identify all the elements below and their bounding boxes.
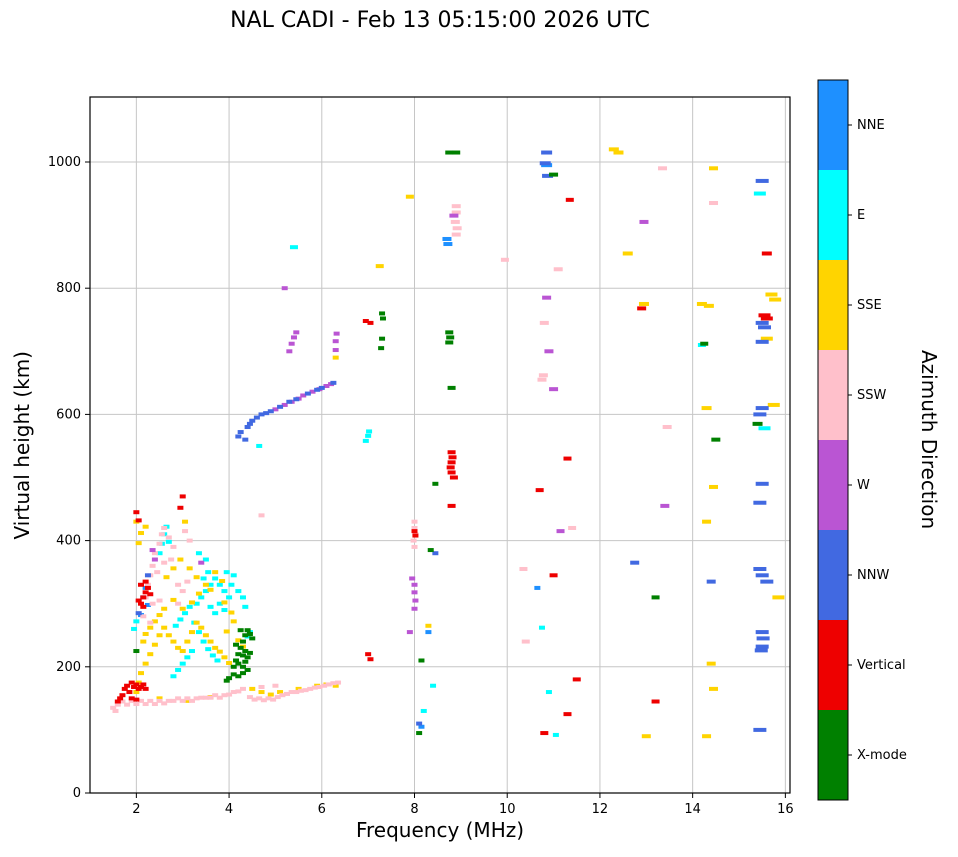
scatter-points [110, 147, 785, 739]
colorbar-tick-ssw: SSW [857, 388, 887, 403]
svg-text:600: 600 [56, 407, 81, 422]
svg-text:200: 200 [56, 660, 81, 675]
series-vertical [114, 197, 773, 736]
colorbar: NNE E SSE SSW W NNW Vertical X-mode [817, 79, 907, 801]
y-axis-label: Virtual height (km) [10, 350, 34, 540]
colorbar-tick-w: W [857, 478, 870, 493]
svg-text:10: 10 [499, 802, 516, 817]
series-nne [137, 163, 553, 729]
svg-text:14: 14 [684, 802, 701, 817]
gridlines [90, 97, 790, 794]
svg-text:800: 800 [56, 281, 81, 296]
y-axis-label-wrap: Virtual height (km) [2, 97, 42, 793]
colorbar-label: Azimuth Direction [917, 350, 941, 530]
svg-text:4: 4 [225, 802, 233, 817]
colorbar-tick-nnw: NNW [857, 568, 889, 583]
x-axis-label: Frequency (MHz) [355, 818, 525, 842]
colorbar-tick-sse: SSE [857, 298, 882, 313]
series-nnw [135, 150, 774, 732]
svg-text:1000: 1000 [48, 155, 81, 170]
svg-text:8: 8 [410, 802, 418, 817]
series-ssw [110, 166, 719, 713]
page-title: NAL CADI - Feb 13 05:15:00 2026 UTC [230, 8, 650, 33]
axes: 2 4 6 8 10 12 14 16 0 200 400 600 800 1000 [48, 96, 794, 817]
colorbar-label-wrap: Azimuth Direction [906, 80, 952, 800]
svg-text:12: 12 [592, 802, 609, 817]
colorbar-tick-x-mode: X-mode [857, 748, 907, 763]
colorbar-tick-nne: NNE [857, 118, 885, 133]
colorbar-tick-e: E [857, 208, 865, 223]
svg-text:0: 0 [73, 786, 81, 801]
svg-text:2: 2 [132, 802, 140, 817]
svg-text:6: 6 [318, 802, 326, 817]
series-sse [133, 147, 785, 739]
svg-text:16: 16 [777, 802, 794, 817]
series-x-mode [133, 150, 763, 736]
colorbar-tick-vertical: Vertical [857, 658, 906, 673]
svg-text:400: 400 [56, 534, 81, 549]
